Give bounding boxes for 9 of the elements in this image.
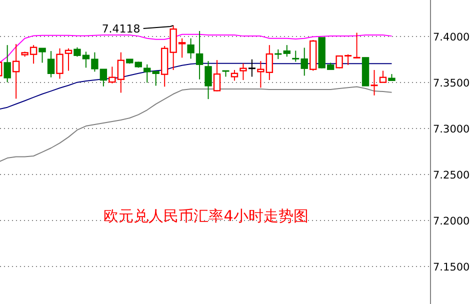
text: 欧元兑人民币汇率4小时走势图 (104, 207, 308, 225)
y-tick-label: 7.4000 (433, 31, 470, 44)
annotation: 7.4118 (102, 22, 140, 36)
y-tick-label: 7.2000 (433, 215, 470, 228)
y-tick-label: 7.3000 (433, 123, 470, 136)
y-tick-label: 7.2500 (433, 169, 470, 182)
y-tick-label: 7.3500 (433, 77, 470, 90)
line-series (0, 34, 392, 64)
y-tick-label: 7.1500 (433, 261, 470, 274)
